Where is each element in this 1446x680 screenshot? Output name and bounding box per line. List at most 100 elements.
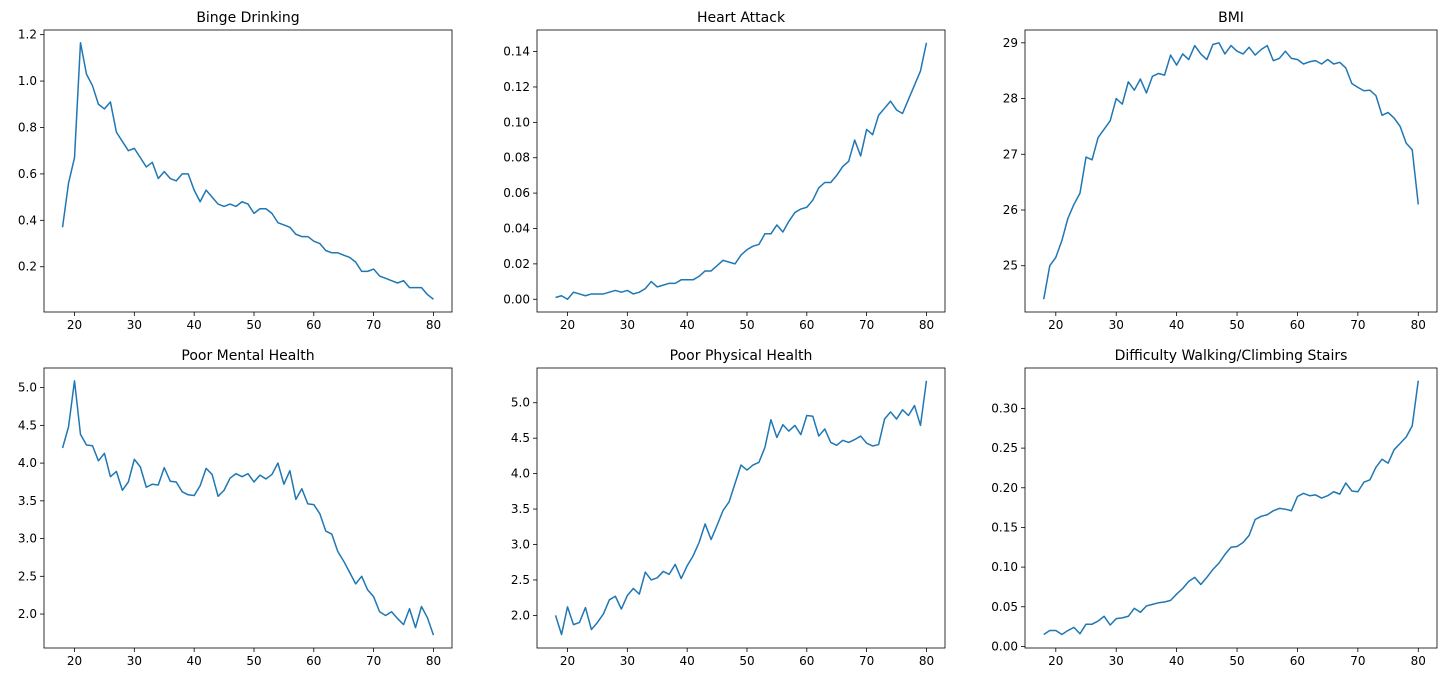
x-tick-label: 80	[919, 654, 934, 668]
y-tick-label: 25	[1003, 259, 1018, 273]
x-tick-label: 30	[620, 318, 635, 332]
y-tick-label: 0.6	[18, 167, 37, 181]
y-tick-label: 26	[1003, 203, 1018, 217]
x-tick-label: 60	[306, 318, 321, 332]
y-tick-label: 0.00	[503, 292, 530, 306]
x-tick-label: 80	[919, 318, 934, 332]
x-tick-label: 20	[67, 318, 82, 332]
subplot-title: BMI	[1218, 10, 1244, 26]
line	[555, 42, 928, 301]
x-tick-label: 20	[1048, 318, 1063, 332]
subplot-title: Heart Attack	[697, 10, 786, 26]
x-tick-label: 40	[187, 318, 202, 332]
x-tick-label: 50	[739, 654, 754, 668]
subplot-title: Poor Physical Health	[670, 348, 813, 364]
y-tick-label: 0.00	[991, 639, 1018, 653]
axes-frame	[43, 367, 453, 649]
y-tick-label: 2.5	[18, 569, 37, 583]
y-tick-label: 1.2	[18, 28, 37, 42]
y-tick-label: 0.12	[503, 80, 530, 94]
subplot-title: Difficulty Walking/Climbing Stairs	[1115, 348, 1348, 364]
y-tick-label: 4.0	[511, 467, 530, 481]
x-tick-label: 80	[1411, 318, 1426, 332]
y-tick-label: 0.06	[503, 186, 530, 200]
y-tick-label: 0.04	[503, 221, 530, 235]
axes-frame	[1024, 367, 1438, 649]
y-tick-label: 3.5	[511, 502, 530, 516]
y-tick-label: 0.15	[991, 520, 1018, 534]
y-tick-label: 5.0	[18, 381, 37, 395]
x-tick-label: 60	[799, 654, 814, 668]
x-tick-label: 70	[366, 654, 381, 668]
y-tick-label: 1.0	[18, 74, 37, 88]
x-tick-label: 40	[1169, 654, 1184, 668]
y-tick-label: 4.5	[511, 431, 530, 445]
axes-frame	[1024, 29, 1438, 313]
x-tick-label: 60	[799, 318, 814, 332]
y-tick-label: 5.0	[511, 396, 530, 410]
x-tick-label: 50	[246, 318, 261, 332]
x-tick-label: 30	[1109, 654, 1124, 668]
y-tick-label: 3.5	[18, 494, 37, 508]
x-tick-label: 70	[1350, 318, 1365, 332]
x-tick-label: 20	[67, 654, 82, 668]
line	[61, 42, 434, 300]
y-tick-label: 0.10	[991, 560, 1018, 574]
x-tick-label: 60	[1290, 318, 1305, 332]
line	[1043, 380, 1420, 636]
x-tick-label: 30	[127, 318, 142, 332]
x-tick-label: 80	[426, 654, 441, 668]
y-tick-label: 0.30	[991, 401, 1018, 415]
y-tick-label: 0.02	[503, 257, 530, 271]
x-tick-label: 20	[1048, 654, 1063, 668]
x-tick-label: 30	[1109, 318, 1124, 332]
y-tick-label: 0.14	[503, 45, 530, 59]
x-tick-label: 60	[1290, 654, 1305, 668]
y-tick-label: 27	[1003, 147, 1018, 161]
x-tick-label: 50	[246, 654, 261, 668]
x-tick-label: 70	[859, 318, 874, 332]
y-tick-label: 3.0	[511, 538, 530, 552]
x-tick-label: 60	[306, 654, 321, 668]
x-tick-label: 30	[127, 654, 142, 668]
x-tick-label: 80	[426, 318, 441, 332]
y-tick-label: 3.0	[18, 532, 37, 546]
y-tick-label: 0.08	[503, 151, 530, 165]
y-tick-label: 0.25	[991, 441, 1018, 455]
line	[1042, 42, 1420, 300]
line	[554, 380, 928, 636]
y-tick-label: 0.10	[503, 115, 530, 129]
y-tick-label: 2.5	[511, 573, 530, 587]
y-tick-label: 28	[1003, 92, 1018, 106]
line	[61, 380, 435, 636]
y-tick-label: 2.0	[511, 608, 530, 622]
y-tick-label: 29	[1003, 36, 1018, 50]
x-tick-label: 40	[680, 654, 695, 668]
subplot-title: Binge Drinking	[196, 10, 299, 26]
x-tick-label: 70	[1350, 654, 1365, 668]
x-tick-label: 40	[187, 654, 202, 668]
y-tick-label: 0.20	[991, 481, 1018, 495]
axes-frame	[536, 29, 946, 313]
x-tick-label: 40	[1169, 318, 1184, 332]
axes-frame	[43, 29, 453, 313]
x-tick-label: 50	[1229, 654, 1244, 668]
x-tick-label: 70	[366, 318, 381, 332]
subplot-title: Poor Mental Health	[181, 348, 314, 364]
axes-frame	[536, 367, 946, 649]
x-tick-label: 20	[560, 318, 575, 332]
x-tick-label: 80	[1411, 654, 1426, 668]
y-tick-label: 0.8	[18, 120, 37, 134]
x-tick-label: 70	[859, 654, 874, 668]
x-tick-label: 50	[739, 318, 754, 332]
y-tick-label: 0.05	[991, 600, 1018, 614]
y-tick-label: 2.0	[18, 607, 37, 621]
x-tick-label: 40	[680, 318, 695, 332]
x-tick-label: 20	[560, 654, 575, 668]
y-tick-label: 0.4	[18, 213, 37, 227]
y-tick-label: 4.5	[18, 418, 37, 432]
y-tick-label: 0.2	[18, 260, 37, 274]
x-tick-label: 50	[1229, 318, 1244, 332]
x-tick-label: 30	[620, 654, 635, 668]
